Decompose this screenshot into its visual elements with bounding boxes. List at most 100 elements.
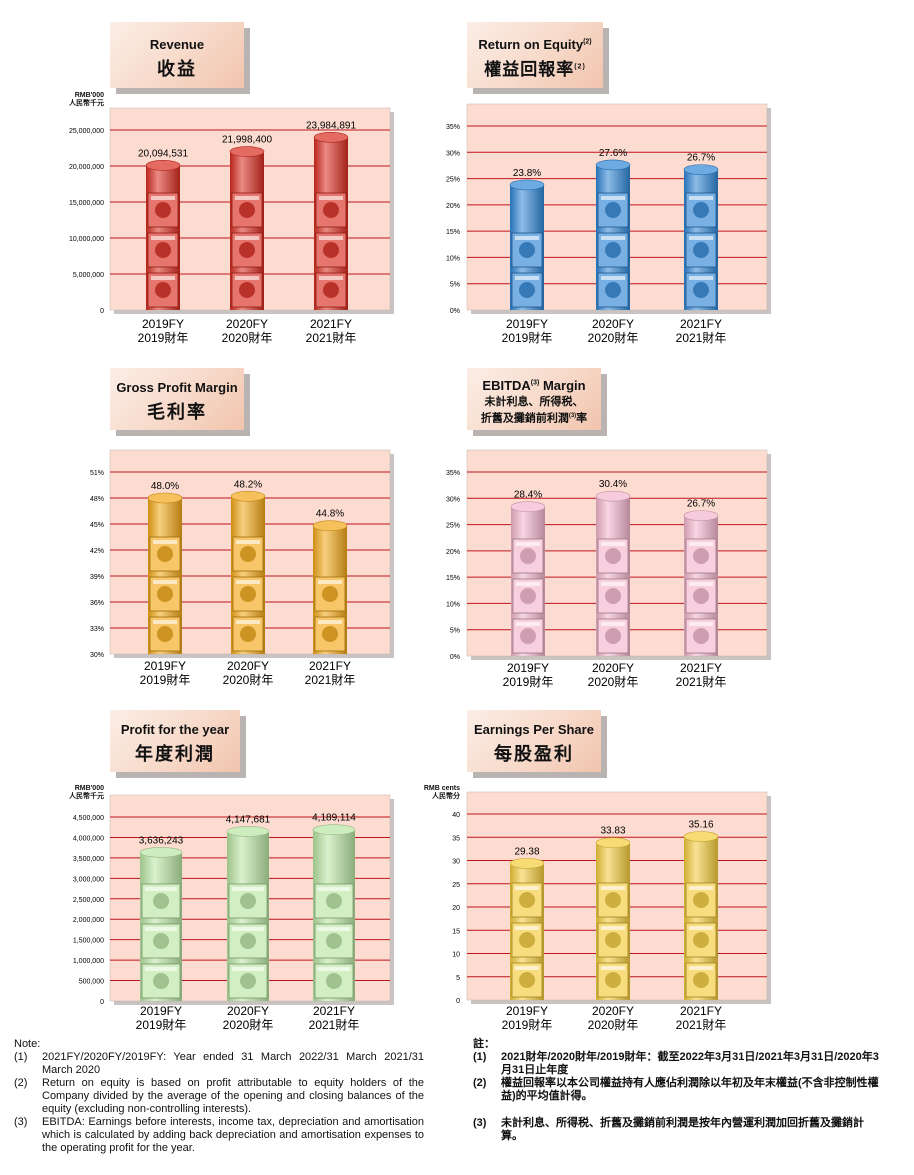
gpm-product-label — [236, 580, 260, 584]
ebitda-product-emblem — [693, 588, 709, 604]
profit-x-label-zh: 2020財年 — [223, 1017, 274, 1032]
eps-x-label-zh: 2021財年 — [676, 1017, 727, 1032]
revenue-y-tick-label: 25,000,000 — [69, 128, 104, 135]
gpm-x-label-en: 2021FY — [309, 659, 351, 673]
revenue-product-emblem — [239, 242, 255, 258]
profit-product-label — [318, 967, 350, 971]
revenue-y-tick-label: 15,000,000 — [69, 200, 104, 207]
note-en-1-num: (1) — [14, 1051, 28, 1063]
eps-unit-zh: 人民幣分 — [432, 793, 460, 800]
revenue-product-emblem — [323, 202, 339, 218]
roe-product-label — [601, 196, 625, 200]
profit-value-label: 4,189,114 — [312, 813, 356, 824]
note-en-2: (2) Return on equity is based on profit … — [14, 1077, 424, 1116]
eps-x-label-zh: 2020財年 — [588, 1017, 639, 1032]
roe-x-label-en: 2020FY — [592, 317, 634, 331]
notes-en-heading: Note: — [14, 1038, 41, 1050]
eps-y-tick-label: 40 — [452, 812, 460, 819]
gpm-title-en: Gross Profit Margin — [116, 380, 238, 395]
ebitda-product-emblem — [520, 588, 536, 604]
roe-product-label — [689, 236, 713, 240]
roe-cylinder-top — [595, 159, 631, 171]
roe-bar-2 — [595, 159, 631, 310]
gpm-bar-1 — [147, 492, 183, 654]
roe-y-tick-label: 25% — [446, 177, 460, 184]
revenue-cylinder-top — [313, 132, 349, 143]
eps-product-emblem — [693, 972, 709, 988]
profit-cylinder-top — [312, 824, 356, 836]
ebitda-title-en: EBITDA(3) Margin — [467, 378, 601, 393]
gpm-value-label: 44.8% — [316, 509, 344, 520]
roe-title-zh: 權益回報率(2) — [467, 55, 603, 80]
profit-x-label-en: 2019FY — [140, 1004, 182, 1018]
note-en-1-text: 2021FY/2020FY/2019FY: Year ended 31 Marc… — [42, 1051, 424, 1076]
ebitda-product-label — [689, 542, 713, 546]
revenue-title-en: Revenue — [149, 37, 205, 52]
revenue-y-tick-label: 10,000,000 — [69, 236, 104, 243]
profit-y-tick-label: 4,500,000 — [73, 815, 104, 822]
profit-y-tick-label: 1,000,000 — [73, 958, 104, 965]
roe-product-label — [689, 276, 713, 280]
eps-y-tick-label: 35 — [452, 835, 460, 842]
eps-product-label — [689, 926, 713, 930]
ebitda-x-label-en: 2021FY — [680, 661, 722, 675]
eps-y-tick-label: 30 — [452, 859, 460, 866]
ebitda-title-en-after: Margin — [539, 378, 586, 393]
revenue-title-zh: 收益 — [157, 59, 197, 79]
roe-cylinder-top — [683, 164, 719, 175]
roe-cylinder-top — [509, 179, 545, 191]
roe-product-label — [689, 196, 713, 200]
ebitda-value-label: 28.4% — [514, 490, 542, 501]
gpm-product-label — [318, 580, 342, 584]
revenue-product-label — [319, 196, 343, 200]
roe-y-tick-label: 35% — [446, 124, 460, 131]
gpm-x-label-zh: 2021財年 — [305, 672, 356, 687]
gpm-y-tick-label: 33% — [90, 626, 104, 633]
gpm-cylinder-top — [312, 520, 348, 532]
roe-title-zh-sup: (2) — [574, 63, 586, 71]
revenue-product-emblem — [239, 202, 255, 218]
profit-value-label: 4,147,681 — [226, 814, 271, 825]
revenue-value-label: 20,094,531 — [138, 148, 188, 159]
ebitda-title-en-text: EBITDA — [482, 378, 531, 393]
profit-product-emblem — [153, 973, 169, 989]
profit-product-emblem — [326, 973, 342, 989]
profit-product-emblem — [326, 893, 342, 909]
note-zh-3-num: (3) — [473, 1117, 487, 1129]
revenue-product-label — [235, 236, 259, 240]
roe-product-emblem — [519, 242, 535, 258]
gpm-x-label-en: 2020FY — [227, 659, 269, 673]
roe-bar-3 — [683, 164, 719, 310]
eps-y-tick-label: 25 — [452, 882, 460, 889]
eps-chart-group: 0 5 10 15 20 25 30 35 40 29.38 33.83 35.16 2019FY201… — [452, 791, 771, 1032]
revenue-unit-en: RMB'000 — [74, 92, 104, 99]
eps-x-label-en: 2021FY — [680, 1004, 722, 1018]
eps-title-en: Earnings Per Share — [474, 722, 594, 737]
ebitda-product-label — [516, 542, 540, 546]
eps-value-label: 33.83 — [600, 826, 625, 837]
profit-bar-3 — [312, 824, 356, 1001]
note-zh-3: (3) 未計利息、所得税、折舊及攤銷前利潤是按年內營運利潤加回折舊及攤銷計算。 — [473, 1117, 883, 1143]
profit-y-tick-label: 1,500,000 — [73, 938, 104, 945]
ebitda-product-label — [516, 582, 540, 586]
note-zh-2: (2) 權益回報率以本公司權益持有人應佔利潤除以年初及年末權益(不含非控制性權益… — [473, 1077, 883, 1103]
roe-product-emblem — [693, 202, 709, 218]
ebitda-y-tick-label: 10% — [446, 601, 460, 608]
gpm-value-label: 48.0% — [151, 481, 179, 492]
profit-y-tick-label: 500,000 — [79, 979, 104, 986]
profit-product-emblem — [240, 933, 256, 949]
note-zh-3-text: 未計利息、所得税、折舊及攤銷前利潤是按年內營運利潤加回折舊及攤銷計算。 — [501, 1117, 864, 1142]
revenue-cylinder-top — [229, 146, 265, 157]
roe-product-label — [601, 236, 625, 240]
gpm-title-zh: 毛利率 — [147, 402, 207, 422]
gpm-product-label — [236, 620, 260, 624]
eps-y-tick-label: 0 — [456, 998, 460, 1005]
roe-product-emblem — [693, 282, 709, 298]
note-zh-2-num: (2) — [473, 1077, 487, 1089]
roe-y-tick-label: 15% — [446, 229, 460, 236]
revenue-chart-group: 0 5,000,000 10,000,000 15,000,000 20,000,000… — [69, 107, 394, 345]
profit-value-label: 3,636,243 — [139, 835, 184, 846]
ebitda-title-zh-line1: 未計利息、所得税、 — [484, 396, 584, 408]
gpm-product-emblem — [322, 586, 338, 602]
roe-y-tick-label: 30% — [446, 150, 460, 157]
